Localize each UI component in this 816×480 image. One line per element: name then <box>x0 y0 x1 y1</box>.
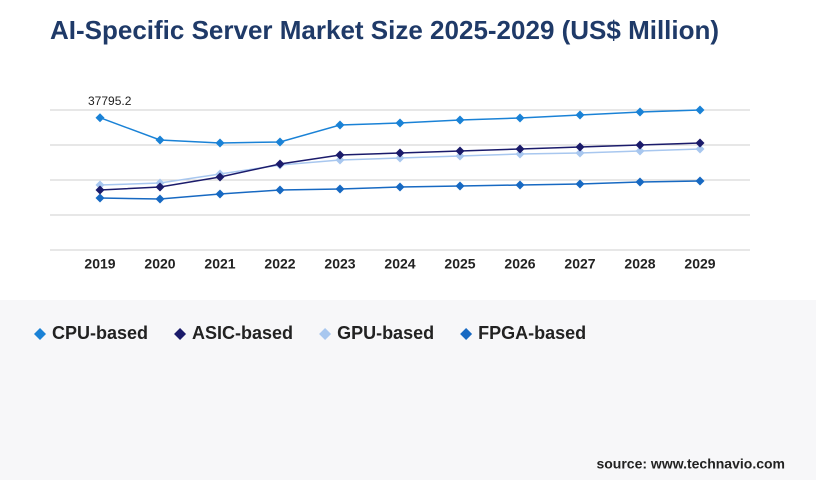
x-tick-label: 2029 <box>684 256 715 272</box>
point <box>275 185 285 195</box>
point <box>635 146 645 156</box>
point <box>95 180 105 190</box>
point <box>155 182 165 192</box>
legend-label: ASIC-based <box>192 323 293 343</box>
point <box>695 144 705 154</box>
point <box>275 137 285 147</box>
point <box>215 172 225 182</box>
legend-label: GPU-based <box>337 323 434 343</box>
x-tick-label: 2023 <box>324 256 355 272</box>
point <box>455 181 465 191</box>
point <box>155 194 165 204</box>
point <box>455 115 465 125</box>
point <box>335 155 345 165</box>
point <box>575 148 585 158</box>
point <box>335 184 345 194</box>
point <box>515 113 525 123</box>
x-tick-label: 2022 <box>264 256 295 272</box>
x-tick-label: 2019 <box>84 256 115 272</box>
point <box>695 105 705 115</box>
legend-marker <box>34 328 46 340</box>
point <box>515 144 525 154</box>
point <box>395 118 405 128</box>
x-tick-label: 2026 <box>504 256 535 272</box>
legend-marker <box>319 328 332 340</box>
x-tick-label: 2021 <box>204 256 235 272</box>
point <box>695 138 705 148</box>
legend-marker <box>174 328 187 340</box>
point <box>575 142 585 152</box>
legend-label: CPU-based <box>52 323 148 343</box>
x-tick-label: 2025 <box>444 256 475 272</box>
chart-title: AI-Specific Server Market Size 2025-2029… <box>50 15 719 45</box>
x-tick-label: 2020 <box>144 256 175 272</box>
source: source: www.technavio.com <box>596 456 785 472</box>
x-tick-label: 2024 <box>384 256 415 272</box>
point <box>455 146 465 156</box>
point <box>95 185 105 195</box>
point <box>515 180 525 190</box>
point <box>695 176 705 186</box>
point <box>335 120 345 130</box>
point <box>95 113 105 123</box>
legend-label: FPGA-based <box>478 323 586 343</box>
point <box>155 135 165 145</box>
point <box>275 159 285 169</box>
data-label: 37795.2 <box>88 94 132 108</box>
point <box>95 193 105 203</box>
point <box>455 151 465 161</box>
point <box>215 189 225 199</box>
point <box>575 110 585 120</box>
legend-marker <box>460 328 473 340</box>
point <box>395 148 405 158</box>
x-tick-label: 2027 <box>564 256 595 272</box>
point <box>635 140 645 150</box>
legend-panel <box>0 300 816 480</box>
point <box>635 107 645 117</box>
x-tick-label: 2028 <box>624 256 655 272</box>
point <box>335 150 345 160</box>
point <box>215 138 225 148</box>
point <box>395 182 405 192</box>
point <box>395 153 405 163</box>
point <box>515 149 525 159</box>
point <box>635 177 645 187</box>
point <box>575 179 585 189</box>
